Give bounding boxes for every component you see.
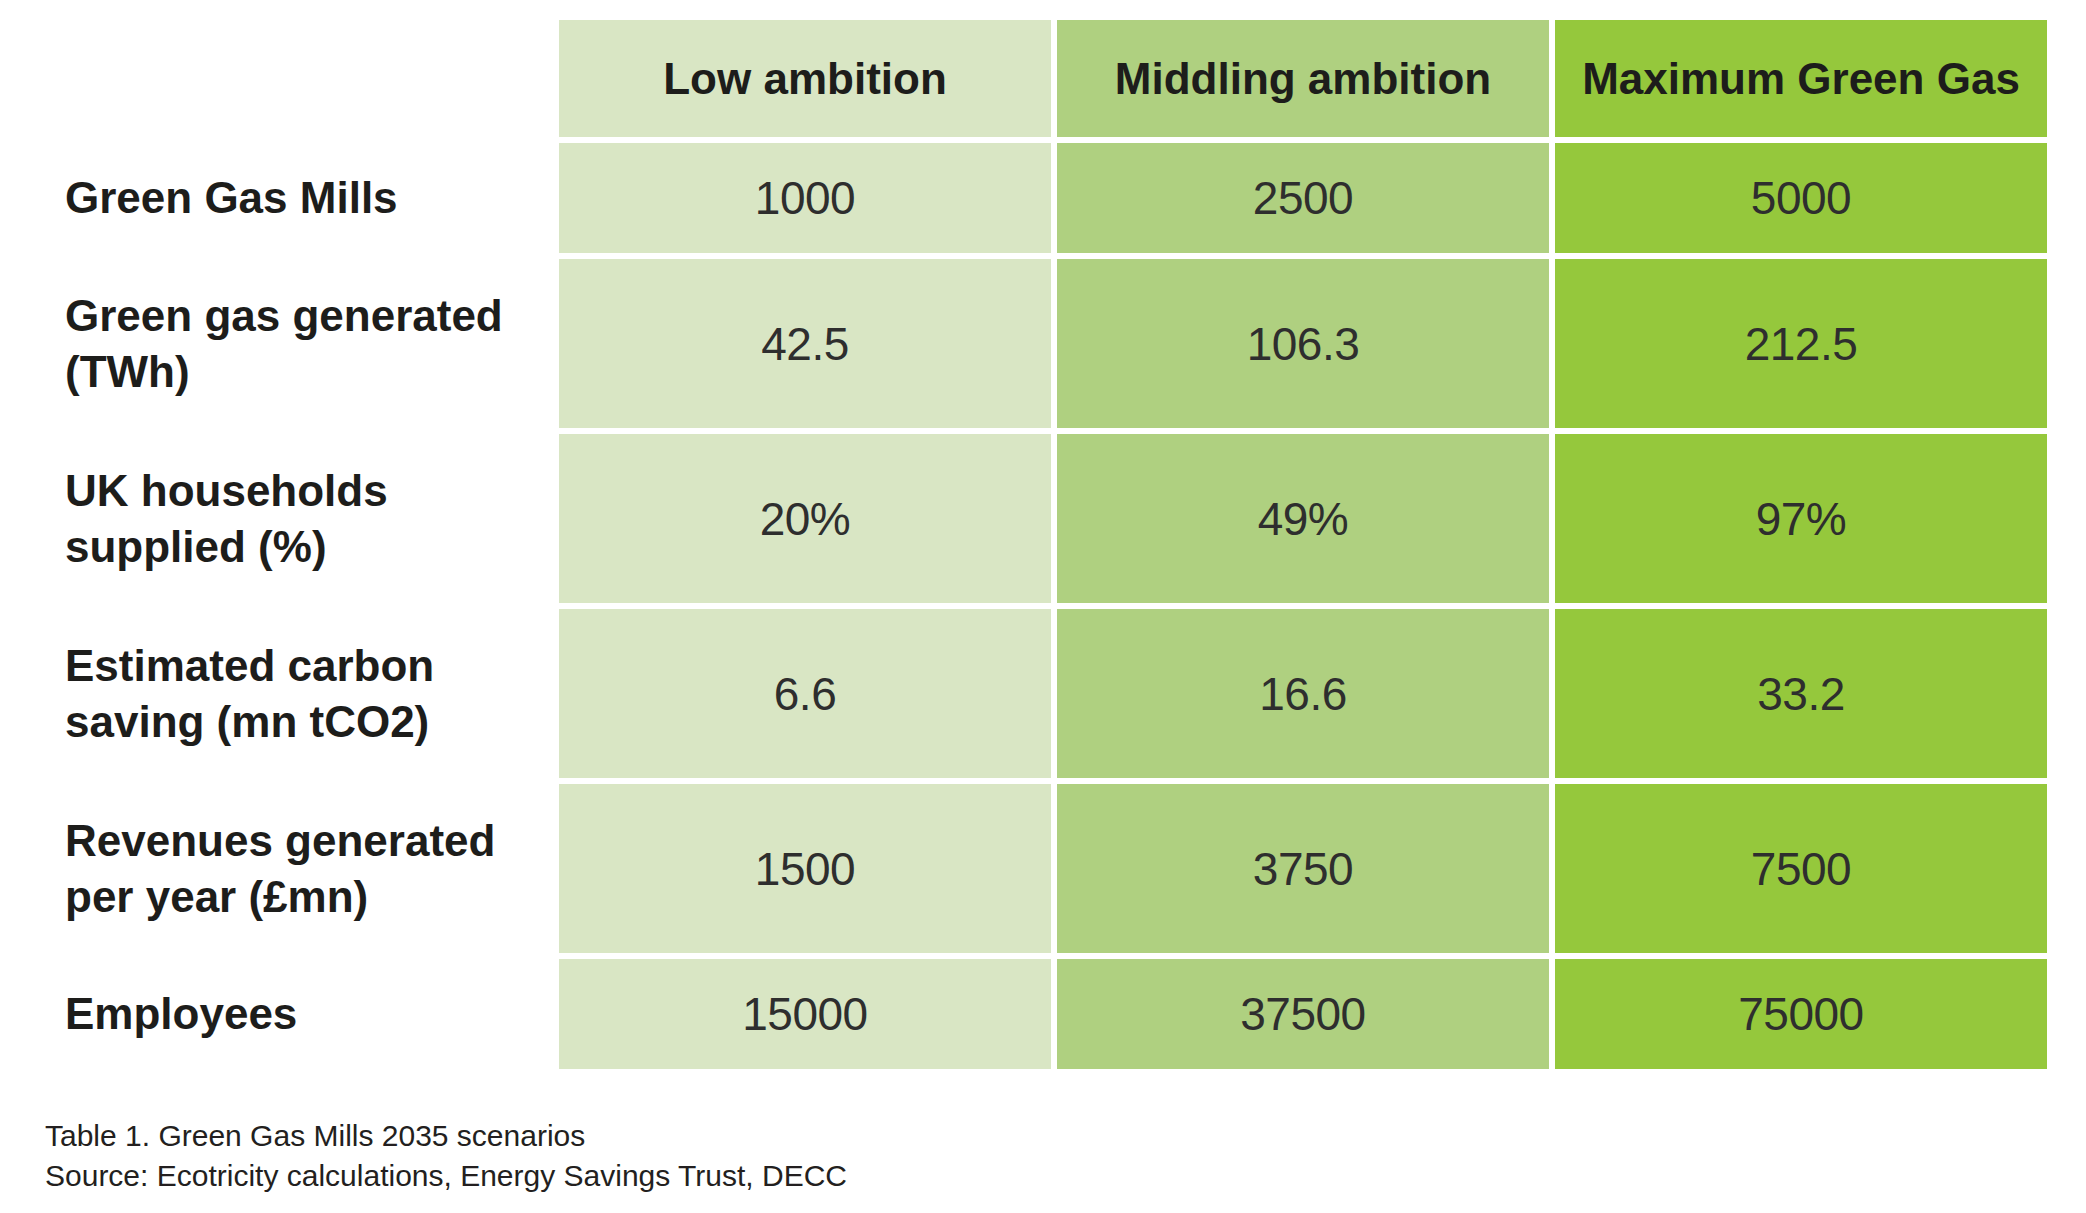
value-cell: 7500 bbox=[1555, 784, 2047, 953]
value-cell: 1000 bbox=[559, 143, 1051, 253]
row-label-uk-households-supplied: UK households supplied (%) bbox=[65, 434, 553, 603]
value-cell: 75000 bbox=[1555, 959, 2047, 1069]
value-cell: 33.2 bbox=[1555, 609, 2047, 778]
table-caption-title: Table 1. Green Gas Mills 2035 scenarios bbox=[45, 1116, 847, 1156]
row-label-employees: Employees bbox=[65, 959, 553, 1069]
column-header-label: Maximum Green Gas bbox=[1582, 54, 2020, 104]
row-label-revenues-generated: Revenues generated per year (£mn) bbox=[65, 784, 553, 953]
column-header-label: Low ambition bbox=[663, 54, 947, 104]
column-header-label: Middling ambition bbox=[1115, 54, 1491, 104]
column-header-low-ambition: Low ambition bbox=[559, 20, 1051, 137]
value-cell: 2500 bbox=[1057, 143, 1549, 253]
table-caption: Table 1. Green Gas Mills 2035 scenarios … bbox=[45, 1116, 847, 1196]
column-header-middling-ambition: Middling ambition bbox=[1057, 20, 1549, 137]
row-label-green-gas-mills: Green Gas Mills bbox=[65, 143, 553, 253]
value-cell: 16.6 bbox=[1057, 609, 1549, 778]
value-cell: 15000 bbox=[559, 959, 1051, 1069]
scenarios-table: Low ambition Middling ambition Maximum G… bbox=[65, 20, 2047, 1069]
value-cell: 42.5 bbox=[559, 259, 1051, 428]
value-cell: 20% bbox=[559, 434, 1051, 603]
table-corner-spacer bbox=[65, 20, 553, 137]
column-header-maximum-green-gas: Maximum Green Gas bbox=[1555, 20, 2047, 137]
value-cell: 1500 bbox=[559, 784, 1051, 953]
value-cell: 106.3 bbox=[1057, 259, 1549, 428]
table-caption-source: Source: Ecotricity calculations, Energy … bbox=[45, 1156, 847, 1196]
value-cell: 3750 bbox=[1057, 784, 1549, 953]
row-label-green-gas-generated: Green gas generated (TWh) bbox=[65, 259, 553, 428]
value-cell: 212.5 bbox=[1555, 259, 2047, 428]
value-cell: 97% bbox=[1555, 434, 2047, 603]
value-cell: 37500 bbox=[1057, 959, 1549, 1069]
value-cell: 49% bbox=[1057, 434, 1549, 603]
value-cell: 5000 bbox=[1555, 143, 2047, 253]
row-label-estimated-carbon-saving: Estimated carbon saving (mn tCO2) bbox=[65, 609, 553, 778]
value-cell: 6.6 bbox=[559, 609, 1051, 778]
